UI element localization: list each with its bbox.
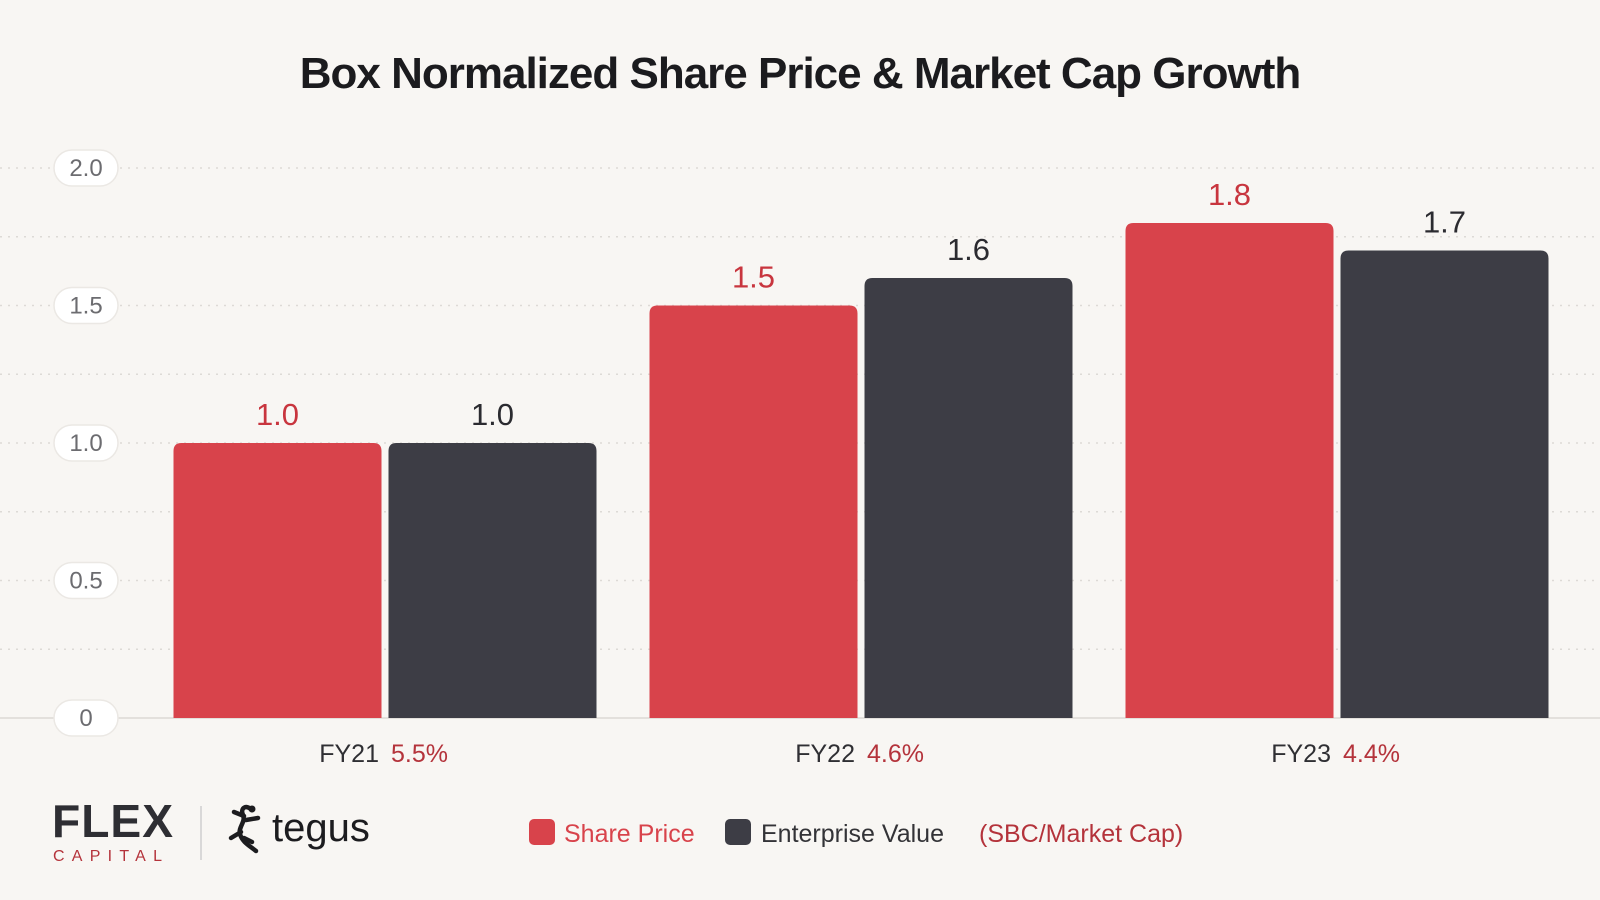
y-tick: 1.0	[53, 424, 119, 462]
legend-swatch-share-price	[529, 819, 555, 845]
flex-logo-text: FLEX	[52, 795, 174, 847]
legend: Share Price Enterprise Value (SBC/Market…	[529, 819, 1183, 848]
bar-value-label: 1.7	[1423, 205, 1466, 240]
bar-value-label: 1.8	[1208, 177, 1251, 212]
y-tick: 0.5	[53, 561, 119, 600]
bars-layer	[173, 223, 1549, 718]
bar-enterprise-value	[388, 443, 597, 718]
legend-label-enterprise-value: Enterprise Value	[761, 820, 944, 848]
y-tick-pill	[53, 561, 119, 600]
legend-label-share-price: Share Price	[564, 820, 695, 848]
y-tick: 0	[53, 699, 119, 737]
y-tick-pill	[53, 699, 119, 737]
y-tick: 2.0	[53, 149, 119, 187]
bar-share-price	[173, 443, 382, 718]
bar-value-label: 1.0	[471, 397, 514, 432]
chart-title: Box Normalized Share Price & Market Cap …	[300, 49, 1301, 98]
y-tick-label: 1.5	[69, 293, 102, 320]
y-tick-pill	[53, 286, 119, 325]
y-tick-label: 1.0	[69, 430, 102, 457]
y-tick-label: 0.5	[69, 568, 102, 595]
y-tick-label: 0	[79, 705, 92, 732]
x-category-label: FY23	[1271, 740, 1331, 768]
flex-capital-logo: FLEX CAPITAL	[52, 795, 174, 865]
x-category-note: 4.6%	[867, 740, 924, 768]
bar-share-price	[1125, 223, 1334, 718]
y-tick-pill	[53, 424, 119, 462]
y-axis-ticks: 0 0.5 1.0 1.5 2.0	[53, 149, 119, 737]
y-tick-label: 2.0	[69, 155, 102, 182]
legend-note: (SBC/Market Cap)	[979, 820, 1183, 848]
x-axis-categories: FY21 5.5% FY22 4.6% FY23 4.4%	[319, 740, 1400, 768]
x-category: FY22 4.6%	[795, 740, 924, 768]
x-category: FY23 4.4%	[1271, 740, 1400, 768]
x-category-note: 5.5%	[391, 740, 448, 768]
legend-swatch-enterprise-value	[725, 819, 751, 845]
y-tick-pill	[53, 149, 119, 187]
y-tick: 1.5	[53, 286, 119, 325]
x-category-label: FY21	[319, 740, 379, 768]
x-category-note: 4.4%	[1343, 740, 1400, 768]
value-labels-layer: 1.0 1.0 1.5 1.6 1.8 1.7	[256, 177, 1466, 432]
tegus-logo: tegus	[228, 804, 370, 854]
bar-share-price	[649, 305, 858, 718]
bar-value-label: 1.5	[732, 260, 775, 295]
x-category: FY21 5.5%	[319, 740, 448, 768]
bar-value-label: 1.6	[947, 232, 990, 267]
bar-value-label: 1.0	[256, 397, 299, 432]
tegus-logo-text: tegus	[272, 806, 370, 850]
tegus-lizard-icon	[228, 804, 261, 854]
bar-enterprise-value	[1340, 250, 1549, 718]
bar-enterprise-value	[864, 278, 1073, 718]
x-category-label: FY22	[795, 740, 855, 768]
capital-logo-text: CAPITAL	[53, 848, 171, 865]
